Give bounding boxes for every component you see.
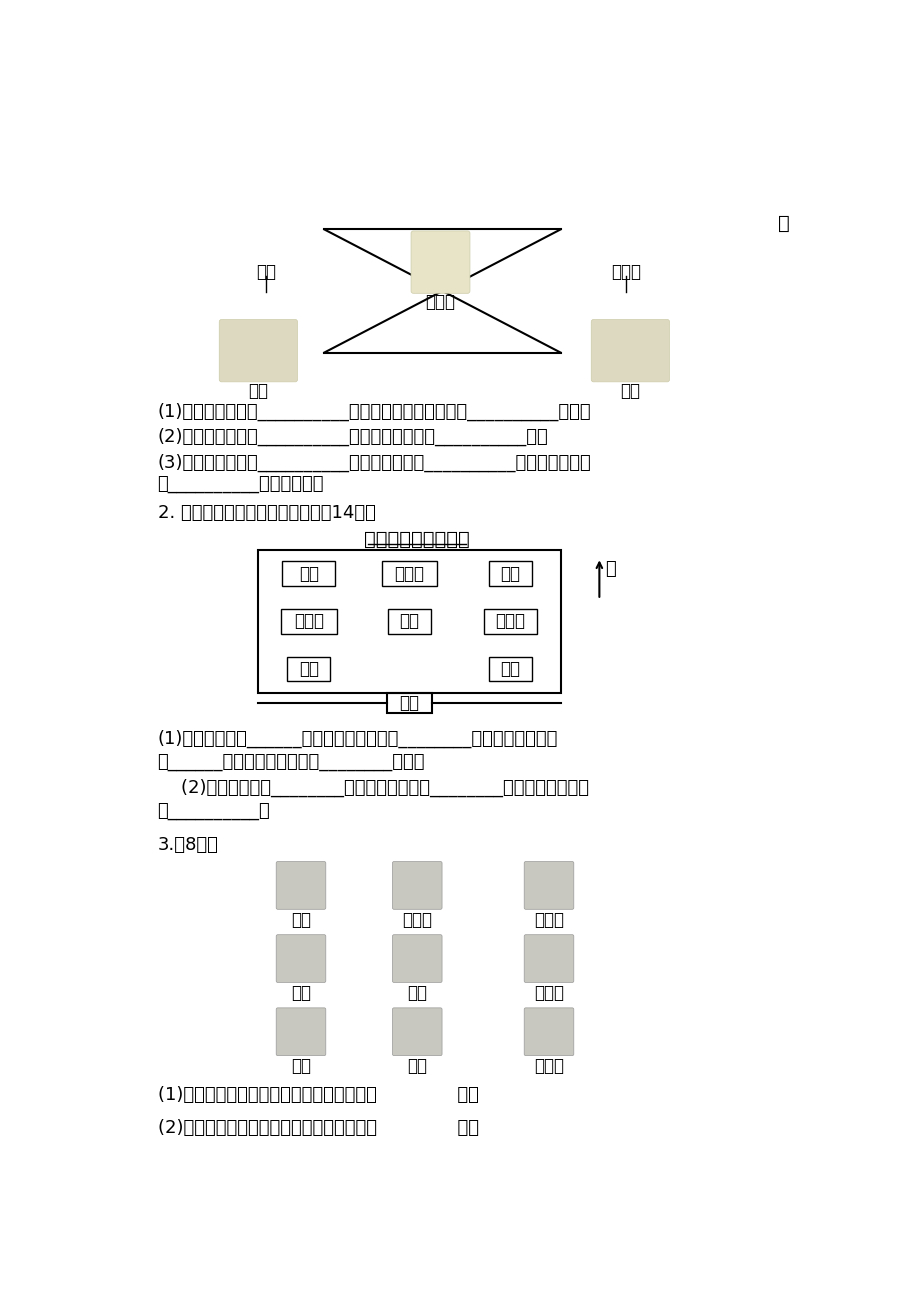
FancyBboxPatch shape xyxy=(392,862,441,909)
Text: 北: 北 xyxy=(777,214,789,233)
Bar xyxy=(258,549,560,693)
Bar xyxy=(488,656,531,681)
Text: 幼儿园: 幼儿园 xyxy=(293,612,323,630)
Text: (1)我在老师的北面，李小梅的西面，我是（              ）。: (1)我在老师的北面，李小梅的西面，我是（ ）。 xyxy=(157,1086,478,1104)
FancyBboxPatch shape xyxy=(219,319,297,381)
Bar xyxy=(388,609,430,634)
Text: 饲养场: 饲养场 xyxy=(611,263,641,280)
Text: 希望小学平面示意图: 希望小学平面示意图 xyxy=(364,530,470,548)
Text: 宿舍: 宿舍 xyxy=(500,660,519,678)
FancyBboxPatch shape xyxy=(276,862,325,909)
FancyBboxPatch shape xyxy=(524,935,573,983)
Text: 车棚: 车棚 xyxy=(500,565,519,582)
FancyBboxPatch shape xyxy=(276,1008,325,1056)
Bar xyxy=(483,609,536,634)
FancyBboxPatch shape xyxy=(524,862,573,909)
Text: (2)小树林在鱼塘的__________方向，在饲养场的__________方向: (2)小树林在鱼塘的__________方向，在饲养场的__________方向 xyxy=(157,428,548,447)
Text: (2)竹园在校园的________角，食堂在校园的________角；校园的东北角: (2)竹园在校园的________角，食堂在校园的________角；校园的东北… xyxy=(157,779,588,797)
Text: 刘阳: 刘阳 xyxy=(290,911,311,928)
Text: 鱼塘: 鱼塘 xyxy=(619,381,640,400)
Text: (1)商场在小树林的__________方向，饲养场在小树林的__________方向。: (1)商场在小树林的__________方向，饲养场在小树林的_________… xyxy=(157,402,591,421)
Text: 竹园: 竹园 xyxy=(299,565,318,582)
Bar xyxy=(381,561,437,586)
Text: 老师: 老师 xyxy=(407,984,426,1003)
Text: 北: 北 xyxy=(605,560,616,578)
Text: 李萍: 李萍 xyxy=(290,984,311,1003)
Text: 教学楼: 教学楼 xyxy=(394,565,424,582)
Text: 李小梅: 李小梅 xyxy=(533,911,563,928)
Text: 村庄: 村庄 xyxy=(248,381,268,400)
Text: (1)食堂在操场的______方向，车棚在操场的________方向，操场在竹园: (1)食堂在操场的______方向，车棚在操场的________方向，操场在竹园 xyxy=(157,730,558,749)
Text: 赵洋洋: 赵洋洋 xyxy=(402,911,432,928)
Text: 于红: 于红 xyxy=(407,1057,426,1075)
FancyBboxPatch shape xyxy=(392,1008,441,1056)
Text: 2. 下图是希望小学平面示意图。（14分）: 2. 下图是希望小学平面示意图。（14分） xyxy=(157,504,375,522)
Bar xyxy=(387,693,432,713)
Text: 是__________。: 是__________。 xyxy=(157,802,270,819)
Text: 的______方向，竹园在宿舍的________方向。: 的______方向，竹园在宿舍的________方向。 xyxy=(157,753,425,771)
Bar xyxy=(282,561,335,586)
Bar xyxy=(280,609,336,634)
Text: 实验室: 实验室 xyxy=(494,612,525,630)
Text: 钱丽丽: 钱丽丽 xyxy=(533,1057,563,1075)
Text: (3)从村庄出发，向__________走到商店，再向__________走到小树林，再: (3)从村庄出发，向__________走到商店，再向__________走到小… xyxy=(157,453,591,471)
Text: 食堂: 食堂 xyxy=(299,660,318,678)
Text: 3.（8分）: 3.（8分） xyxy=(157,836,219,854)
Bar xyxy=(287,656,330,681)
Bar xyxy=(488,561,531,586)
Text: 向__________走到饲养场。: 向__________走到饲养场。 xyxy=(157,475,323,493)
FancyBboxPatch shape xyxy=(591,319,669,381)
Text: 商场: 商场 xyxy=(255,263,276,280)
Text: 王芳: 王芳 xyxy=(290,1057,311,1075)
FancyBboxPatch shape xyxy=(276,935,325,983)
Text: 孙小娟: 孙小娟 xyxy=(533,984,563,1003)
FancyBboxPatch shape xyxy=(392,935,441,983)
Text: 操场: 操场 xyxy=(399,612,419,630)
Text: (2)我的北面是孙小娟，西面是于红，我是（              ）。: (2)我的北面是孙小娟，西面是于红，我是（ ）。 xyxy=(157,1118,478,1137)
FancyBboxPatch shape xyxy=(524,1008,573,1056)
Text: 小树林: 小树林 xyxy=(425,293,455,311)
Text: 大门: 大门 xyxy=(399,694,419,712)
FancyBboxPatch shape xyxy=(411,230,470,293)
